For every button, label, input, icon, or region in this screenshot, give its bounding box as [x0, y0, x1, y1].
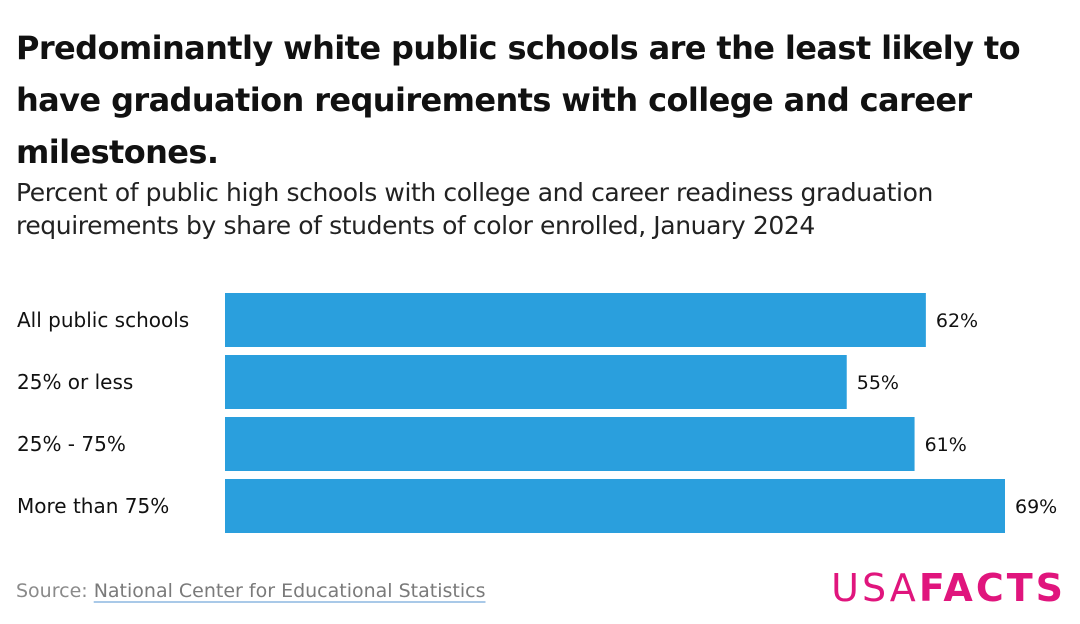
- bar: [225, 293, 926, 347]
- value-label: 69%: [1015, 496, 1057, 518]
- chart-subtitle: Percent of public high schools with coll…: [16, 178, 933, 240]
- source-note: Source: National Center for Educational …: [16, 580, 485, 602]
- bar-row: 25% or less 55%: [17, 355, 899, 409]
- bar-row: More than 75% 69%: [17, 479, 1057, 533]
- category-label: 25% - 75%: [17, 432, 126, 456]
- bar: [225, 479, 1005, 533]
- bars-group: All public schools 62% 25% or less 55% 25% -…: [17, 293, 1057, 533]
- bar-row: All public schools 62%: [17, 293, 978, 347]
- usafacts-logo: USAFACTS: [831, 566, 1066, 610]
- bar: [225, 355, 847, 409]
- source-prefix: Source:: [16, 580, 94, 602]
- bar-row: 25% - 75% 61%: [17, 417, 967, 471]
- category-label: More than 75%: [17, 494, 169, 518]
- source-link[interactable]: National Center for Educational Statisti…: [93, 580, 486, 602]
- value-label: 55%: [857, 372, 899, 394]
- category-label: 25% or less: [17, 370, 133, 394]
- value-label: 61%: [925, 434, 967, 456]
- category-label: All public schools: [17, 308, 189, 332]
- bar: [225, 417, 915, 471]
- chart-title: Predominantly white public schools are t…: [16, 29, 1021, 171]
- logo-usa-text: USA: [831, 566, 919, 610]
- logo-facts-text: FACTS: [918, 566, 1066, 610]
- value-label: 62%: [936, 310, 978, 332]
